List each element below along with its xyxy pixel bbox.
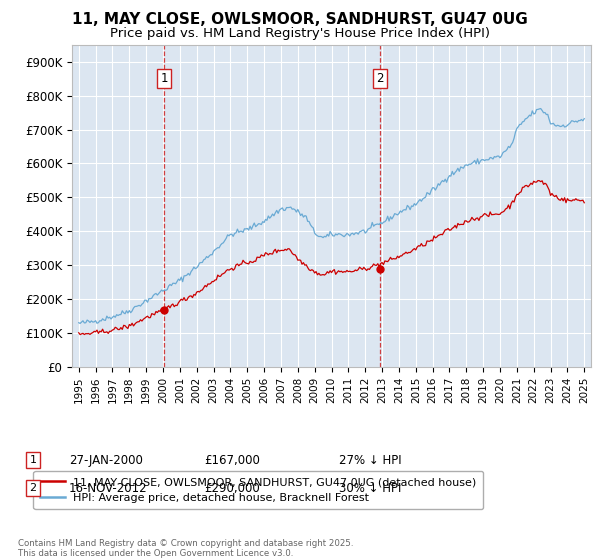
Text: 1: 1: [160, 72, 168, 85]
Legend: 11, MAY CLOSE, OWLSMOOR, SANDHURST, GU47 0UG (detached house), HPI: Average pric: 11, MAY CLOSE, OWLSMOOR, SANDHURST, GU47…: [34, 470, 484, 510]
Text: Contains HM Land Registry data © Crown copyright and database right 2025.
This d: Contains HM Land Registry data © Crown c…: [18, 539, 353, 558]
Text: £167,000: £167,000: [204, 454, 260, 467]
Text: 2: 2: [376, 72, 384, 85]
Text: 1: 1: [29, 455, 37, 465]
Text: 2: 2: [29, 483, 37, 493]
Text: 27% ↓ HPI: 27% ↓ HPI: [339, 454, 401, 467]
Text: 27-JAN-2000: 27-JAN-2000: [69, 454, 143, 467]
Text: 16-NOV-2012: 16-NOV-2012: [69, 482, 148, 495]
Text: Price paid vs. HM Land Registry's House Price Index (HPI): Price paid vs. HM Land Registry's House …: [110, 27, 490, 40]
Text: £290,000: £290,000: [204, 482, 260, 495]
Text: 30% ↓ HPI: 30% ↓ HPI: [339, 482, 401, 495]
Text: 11, MAY CLOSE, OWLSMOOR, SANDHURST, GU47 0UG: 11, MAY CLOSE, OWLSMOOR, SANDHURST, GU47…: [72, 12, 528, 27]
